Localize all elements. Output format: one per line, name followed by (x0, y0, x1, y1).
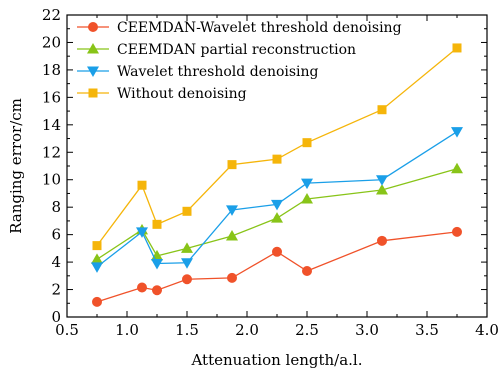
y-tick-labels: 0 2 4 6 8 10 12 14 16 18 20 22 (42, 6, 61, 326)
legend: CEEMDAN-Wavelet threshold denoising CEEMD… (77, 20, 402, 102)
data-point (302, 138, 312, 148)
y-tick-label: 18 (42, 61, 61, 79)
y-tick-label: 20 (42, 33, 61, 51)
y-tick-label: 4 (51, 253, 61, 271)
data-point (91, 253, 103, 264)
data-point (376, 184, 388, 195)
data-point (377, 235, 387, 246)
data-point (377, 105, 387, 115)
data-point (302, 266, 312, 277)
legend-item: Without denoising (77, 86, 247, 102)
legend-label: CEEMDAN-Wavelet threshold denoising (117, 20, 402, 36)
data-point (181, 242, 193, 253)
data-point (91, 262, 103, 273)
x-tick-label: 1.0 (115, 321, 139, 339)
y-tick-label: 14 (42, 116, 61, 134)
data-point (451, 162, 463, 174)
data-point (151, 258, 163, 270)
legend-label: Without denoising (117, 86, 247, 102)
x-tick-label: 1.5 (175, 321, 199, 339)
data-point (182, 274, 192, 285)
legend-label: Wavelet threshold denoising (117, 64, 319, 80)
x-tick-label: 3.0 (355, 321, 379, 339)
y-tick-label: 2 (51, 281, 61, 299)
legend-marker (88, 88, 98, 98)
x-tick-label: 4.0 (475, 321, 499, 339)
data-point (271, 212, 283, 223)
data-point (92, 296, 102, 307)
x-tick-labels: 0.5 1.0 1.5 2.0 2.5 3.0 3.5 4.0 (55, 321, 499, 339)
axis-ticks (66, 14, 488, 318)
data-point (271, 199, 283, 211)
legend-item: CEEMDAN-Wavelet threshold denoising (77, 20, 402, 36)
data-point (226, 205, 238, 216)
series-line (96, 231, 458, 303)
y-tick-label: 6 (51, 226, 61, 244)
data-point (152, 219, 162, 229)
plot-frame (66, 14, 488, 318)
x-tick-label: 2.0 (235, 321, 259, 339)
data-point (136, 227, 148, 238)
x-tick-label: 3.5 (415, 321, 439, 339)
data-point (137, 180, 147, 190)
y-tick-label: 16 (42, 88, 61, 106)
legend-marker (87, 43, 99, 54)
data-point (152, 285, 162, 296)
data-point (301, 192, 313, 204)
data-point (226, 230, 238, 241)
series-layer (91, 43, 463, 307)
y-tick-label: 22 (42, 6, 61, 24)
series-1 (92, 226, 462, 307)
x-tick-label: 2.5 (295, 321, 319, 339)
x-tick-label: 0.5 (55, 321, 79, 339)
y-tick-label: 0 (51, 308, 61, 326)
data-point (227, 272, 237, 283)
y-tick-label: 10 (42, 171, 61, 189)
data-point (137, 282, 147, 293)
y-tick-label: 12 (42, 143, 61, 161)
legend-item: CEEMDAN partial reconstruction (77, 42, 356, 58)
data-point (92, 241, 102, 251)
legend-marker (87, 66, 99, 77)
data-point (452, 226, 462, 237)
data-point (301, 178, 313, 190)
data-point (227, 160, 237, 170)
data-point (272, 154, 282, 164)
series-3 (91, 127, 463, 273)
data-point (452, 43, 462, 53)
x-axis-title: Attenuation length/a.l. (190, 351, 362, 369)
data-point (181, 258, 193, 269)
data-point (451, 127, 463, 138)
data-point (376, 175, 388, 186)
series-4 (92, 43, 462, 251)
data-point (272, 246, 282, 257)
legend-marker (88, 22, 98, 32)
data-point (182, 206, 192, 216)
y-tick-label: 8 (51, 198, 61, 216)
legend-item: Wavelet threshold denoising (77, 64, 319, 80)
y-axis-title: Ranging error/cm (7, 98, 25, 234)
legend-label: CEEMDAN partial reconstruction (117, 42, 356, 58)
